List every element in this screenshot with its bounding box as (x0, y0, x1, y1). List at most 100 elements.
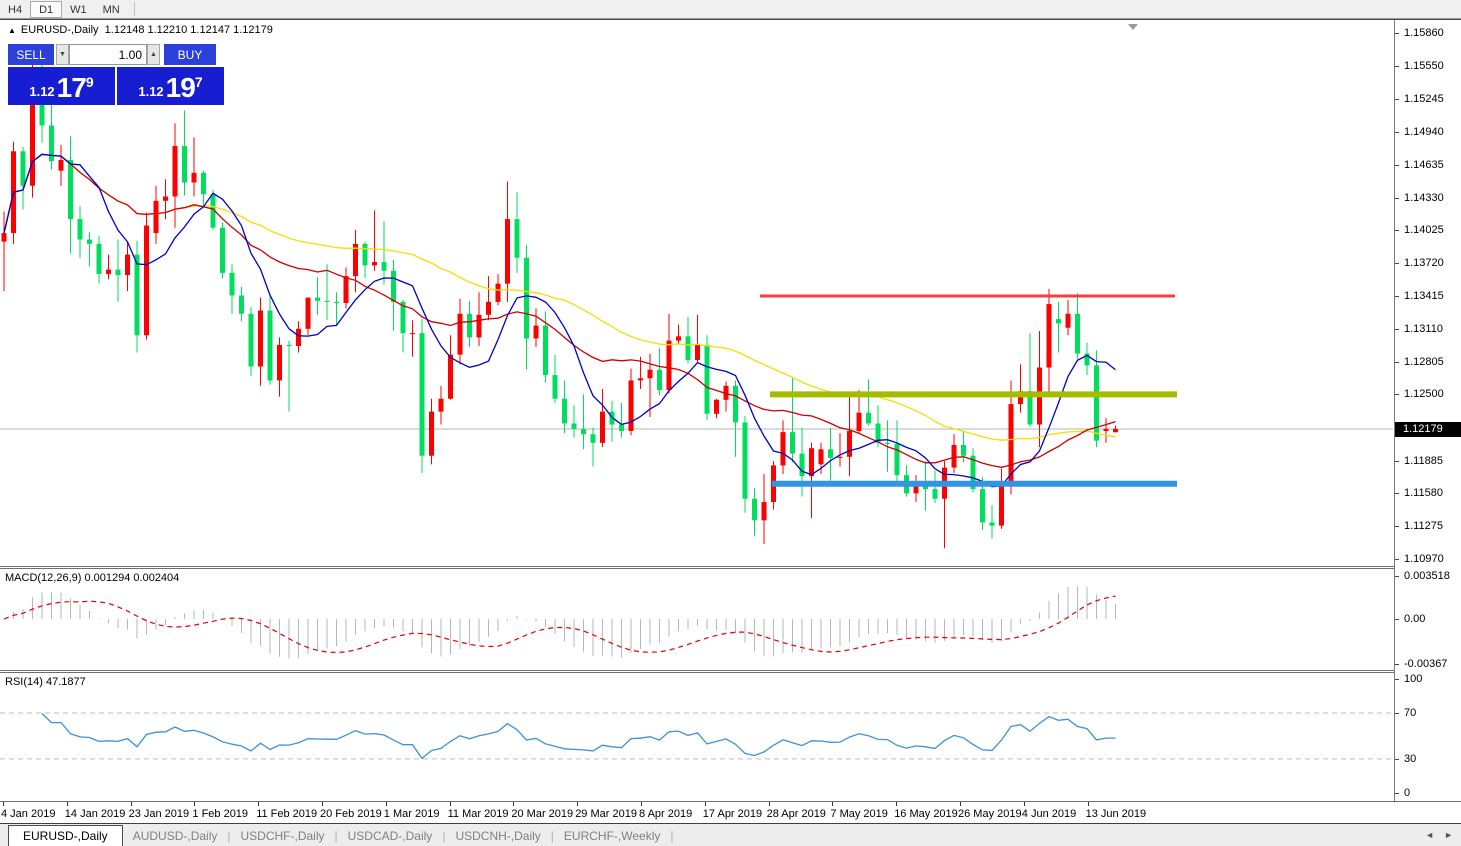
candle-body (1, 233, 7, 242)
sell-button[interactable]: SELL (8, 44, 54, 65)
collapse-chart-icon[interactable]: ▲ (8, 26, 16, 35)
timeframe-toolbar: H4 D1 W1 MN (0, 0, 1461, 19)
date-tick-label: 7 May 2019 (830, 808, 888, 820)
toolbar-divider (133, 2, 135, 16)
panel-separator[interactable] (0, 566, 1461, 569)
price-tick (1395, 197, 1399, 199)
candle-body (106, 269, 111, 274)
candle-body (495, 283, 501, 302)
volume-down-button[interactable]: ▼ (56, 44, 69, 65)
price-tick-label: 1.15860 (1404, 27, 1444, 39)
candle-body (818, 449, 824, 465)
candle-body (11, 151, 16, 234)
date-tick (258, 802, 260, 806)
candle-body (942, 467, 947, 499)
candle-body (372, 262, 377, 266)
macd-tick (1395, 663, 1399, 665)
candle-body (467, 313, 472, 338)
candle-body (1008, 404, 1014, 483)
candle-body (1075, 313, 1080, 354)
candle-body (315, 297, 320, 301)
tab-scroll-right-icon[interactable]: ► (1444, 830, 1453, 840)
candle-body (590, 434, 596, 443)
panel-separator[interactable] (0, 670, 1461, 673)
rsi-tick-label: 0 (1404, 787, 1411, 800)
macd-signal-line (3, 595, 1116, 654)
candle-body (229, 272, 235, 296)
date-tick-label: 8 Apr 2019 (639, 808, 693, 820)
candle-body (77, 219, 83, 240)
price-tick (1395, 131, 1399, 133)
chart-shift-marker-icon[interactable] (1128, 24, 1138, 30)
candle-body (676, 336, 681, 341)
date-tick (960, 802, 961, 806)
date-axis[interactable]: 4 Jan 2019 14 Jan 2019 23 Jan 2019 1 Feb 20… (0, 801, 1461, 823)
candle-body (96, 243, 102, 274)
candle-body (980, 489, 985, 523)
timeframe-button-w1[interactable]: W1 (70, 3, 87, 16)
candle-body (20, 151, 26, 186)
price-tick (1395, 460, 1399, 462)
symbol-label: EURUSD-,Daily (20, 24, 99, 36)
date-tick-label: 11 Feb 2019 (256, 808, 318, 820)
date-tick (577, 802, 579, 806)
price-axis[interactable]: 1.12179 1.15860 1.15550 1.15245 1.14940 1.14… (1394, 20, 1461, 801)
symbol-tab-usdcnh[interactable]: USDCNH-,Daily (455, 828, 541, 843)
candle-body (714, 399, 719, 414)
price-tick-label: 1.13415 (1404, 289, 1444, 302)
candle-body (628, 380, 634, 431)
symbol-tab-eurchf[interactable]: EURCHF-,Weekly (563, 828, 661, 843)
ohlc-values: 1.12148 1.12210 1.12147 1.12179 (104, 24, 273, 36)
timeframe-button-h4[interactable]: H4 (8, 3, 23, 16)
candle-body (904, 475, 909, 494)
sell-price-panel[interactable]: 1.12 17 9 (8, 67, 115, 105)
tab-scroll-left-icon[interactable]: ◄ (1425, 830, 1435, 840)
buy-price-panel[interactable]: 1.12 19 7 (117, 67, 224, 105)
candle-body (685, 336, 691, 361)
candle-body (657, 369, 662, 391)
candle-body (970, 455, 976, 490)
timeframe-button-mn[interactable]: MN (102, 3, 120, 16)
price-tick-label: 1.11580 (1404, 487, 1443, 500)
candle-body (723, 385, 729, 400)
buy-price-sup: 7 (194, 74, 203, 90)
candle-body (286, 344, 292, 347)
volume-input[interactable] (69, 44, 147, 65)
date-tick (896, 802, 898, 806)
macd-indicator-label: MACD(12,26,9) 0.001294 0.002404 (5, 572, 180, 584)
candle-body (771, 465, 776, 502)
sell-price-big: 17 (56, 72, 87, 103)
candle-body (324, 300, 330, 302)
tab-separator: | (227, 828, 231, 843)
candle-body (866, 412, 871, 424)
price-tick (1395, 558, 1399, 560)
date-tick (768, 802, 770, 806)
tab-separator: | (442, 828, 446, 843)
candle-body (695, 344, 700, 361)
symbol-tab-audusd[interactable]: AUDUSD-,Daily (132, 828, 218, 843)
candle-body (923, 483, 928, 490)
price-tick-label: 1.11275 (1404, 520, 1443, 533)
candle-body (410, 333, 415, 335)
candle-body (144, 225, 149, 336)
volume-up-button[interactable]: ▲ (147, 44, 160, 65)
candle-body (571, 423, 577, 429)
ma-mid-line (3, 153, 1116, 468)
candle-body (666, 340, 672, 391)
price-tick-label: 1.12500 (1404, 388, 1444, 401)
candle-body (182, 145, 187, 183)
rsi-tick (1395, 793, 1399, 795)
timeframe-button-d1[interactable]: D1 (30, 0, 63, 18)
symbol-tab-usdchf[interactable]: USDCHF-,Daily (240, 828, 325, 843)
price-tick-label: 1.14330 (1404, 191, 1444, 204)
chart-area[interactable]: 1.12179 1.15860 1.15550 1.15245 1.14940 1.14… (0, 19, 1461, 846)
price-tick (1395, 493, 1399, 495)
buy-button[interactable]: BUY (164, 44, 216, 65)
symbol-tab-usdcad[interactable]: USDCAD-,Daily (347, 828, 433, 843)
macd-tick (1395, 575, 1399, 577)
candle-body (752, 498, 757, 521)
symbol-tab-eurusd[interactable]: EURUSD-,Daily (8, 825, 123, 846)
date-tick-label: 16 May 2019 (894, 808, 958, 820)
date-tick-label: 1 Feb 2019 (192, 808, 249, 820)
